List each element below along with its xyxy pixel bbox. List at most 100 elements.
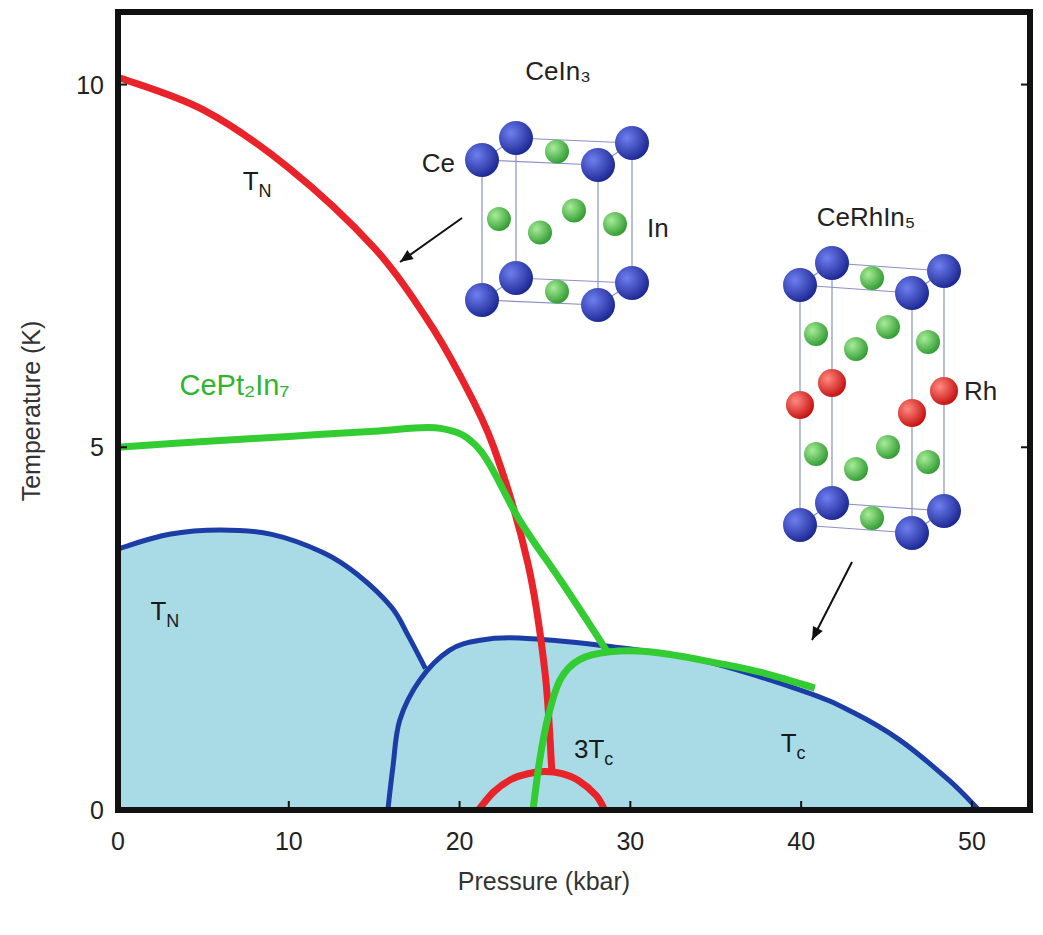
atom (581, 148, 615, 182)
atom (804, 442, 828, 466)
y-tick-right (1021, 84, 1030, 86)
atom (860, 506, 884, 530)
x-tick-label: 20 (446, 827, 474, 855)
annotation: TN (150, 596, 179, 631)
atom (786, 391, 814, 419)
arrow (400, 218, 462, 262)
annotation-subscript: c (604, 749, 613, 769)
y-tick-right (1021, 446, 1030, 448)
x-tick-label: 10 (275, 827, 303, 855)
area-line (118, 530, 425, 669)
cell-edge (516, 278, 632, 283)
atom (844, 457, 868, 481)
atom (465, 283, 499, 317)
atom (581, 288, 615, 322)
x-tick (800, 801, 802, 810)
atom (818, 369, 846, 397)
annotation-subscript: c (797, 743, 806, 763)
atom (545, 280, 569, 304)
atom (895, 516, 929, 550)
cell-edge (481, 160, 482, 300)
cell-edge (515, 138, 516, 278)
atom (895, 276, 929, 310)
y-tick (118, 84, 127, 86)
annotation-subscript: N (166, 611, 179, 631)
atom (487, 207, 511, 231)
area-fill (388, 638, 979, 810)
y-tick (118, 809, 127, 811)
cell-edge (597, 165, 598, 305)
atom (783, 268, 817, 302)
inset-label: CeIn₃ (525, 56, 591, 86)
atom (927, 494, 961, 528)
atom (615, 126, 649, 160)
ceRhIn5-structure (783, 246, 961, 550)
atom (815, 246, 849, 280)
x-tick (117, 801, 119, 810)
curve (118, 77, 552, 770)
plot-area (118, 77, 979, 810)
atom (783, 508, 817, 542)
atom (603, 212, 627, 236)
cell-edge (631, 143, 632, 283)
atom (804, 322, 828, 346)
cell-edge (482, 300, 598, 305)
y-axis-title: Temperature (K) (17, 321, 45, 502)
y-tick-label: 10 (76, 71, 104, 99)
y-tick (118, 446, 127, 448)
y-tick-right (1021, 809, 1030, 811)
atom (876, 315, 900, 339)
annotation-text: T (150, 596, 166, 626)
atom (844, 337, 868, 361)
atom (528, 221, 552, 245)
inset-label: Ce (422, 148, 455, 178)
area-line (388, 638, 979, 810)
inset-label: CeRhIn₅ (817, 202, 916, 232)
x-tick (629, 801, 631, 810)
atom (916, 450, 940, 474)
annotation-subscript: N (259, 181, 272, 201)
x-tick-label: 0 (111, 827, 125, 855)
atom (499, 121, 533, 155)
y-tick-label: 0 (90, 796, 104, 824)
atom (898, 399, 926, 427)
area-fill (118, 530, 425, 810)
x-tick (971, 801, 973, 810)
arrow (812, 562, 852, 640)
annotation: TN (243, 166, 272, 201)
atom (927, 254, 961, 288)
cell-edge (482, 160, 598, 165)
annotation-text: 3T (574, 734, 604, 764)
chart: 0 10 20 30 40 50 0 5 10 Pressure (kbar) Temperatur… (0, 0, 1043, 935)
atom (916, 330, 940, 354)
curve (118, 427, 606, 650)
plot-frame (118, 12, 1030, 810)
curve (478, 772, 604, 810)
cell-edge (516, 138, 632, 143)
atom (465, 143, 499, 177)
atom (615, 266, 649, 300)
annotation: Tc (781, 728, 806, 763)
annotation: 3Tc (574, 734, 613, 769)
y-tick-label: 5 (90, 433, 104, 461)
atom (876, 435, 900, 459)
x-tick-label: 50 (958, 827, 986, 855)
annotation: CePt₂In₇ (179, 369, 289, 401)
atom (815, 486, 849, 520)
annotation-text: T (781, 728, 797, 758)
x-axis-title: Pressure (kbar) (458, 867, 630, 895)
annotation-text: T (243, 166, 259, 196)
ceIn3-structure (465, 121, 649, 322)
x-tick-label: 30 (616, 827, 644, 855)
atom (860, 266, 884, 290)
x-tick-label: 40 (787, 827, 815, 855)
x-tick (288, 801, 290, 810)
inset-label: Rh (964, 376, 997, 406)
atom (545, 140, 569, 164)
inset-label: In (647, 213, 669, 243)
atom (930, 377, 958, 405)
x-tick (459, 801, 461, 810)
curve (533, 651, 815, 810)
atom (499, 261, 533, 295)
annotation-text: CePt₂In₇ (179, 369, 289, 401)
